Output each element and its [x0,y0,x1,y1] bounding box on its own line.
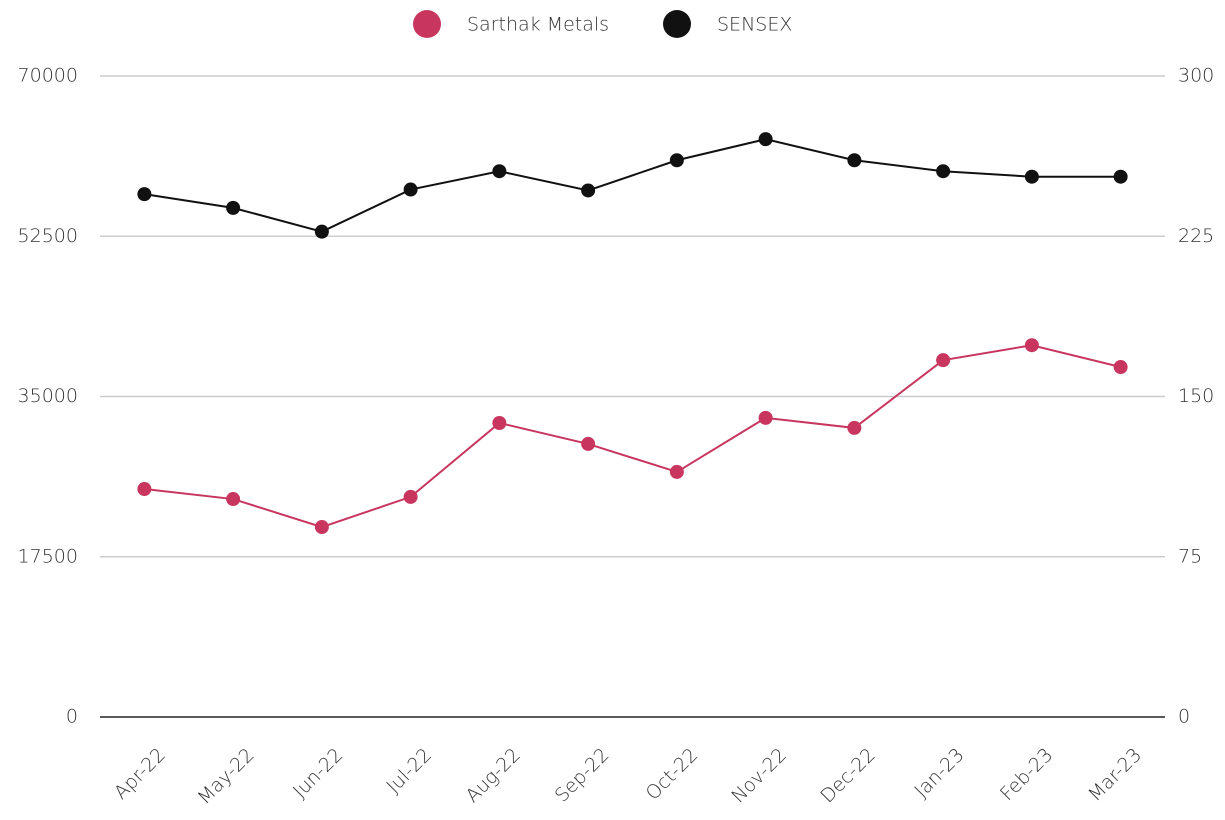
point [226,200,241,215]
point [936,164,951,179]
y-tick-label: 17500 [18,545,78,567]
point [137,482,152,497]
point [847,420,862,435]
x-tick-label: Feb-23 [996,744,1057,805]
point [403,489,418,504]
point [758,410,773,425]
point [669,464,684,479]
x-tick-label: Apr-22 [110,744,170,804]
point [1024,338,1039,353]
x-tick-label: Dec-22 [816,744,880,808]
y-tick-label: 35000 [18,385,78,407]
x-tick-label: Mar-23 [1084,744,1146,806]
point [669,153,684,168]
x-tick-label: Sep-22 [551,744,614,807]
point [314,224,329,239]
point [1024,169,1039,184]
x-tick-label: Nov-22 [727,744,791,808]
y2-tick-label: 150 [1178,385,1214,407]
y2-tick-label: 75 [1178,545,1202,567]
point [403,182,418,197]
legend-marker [663,10,691,38]
x-tick-label: Jul-22 [382,744,436,798]
y2-tick-label: 300 [1178,65,1214,87]
point [314,520,329,535]
point [226,492,241,507]
y-tick-label: 70000 [18,65,78,87]
point [936,353,951,368]
point [581,183,596,198]
y-tick-label: 52500 [18,225,78,247]
point [1113,360,1128,375]
x-tick-label: Jan-23 [910,744,968,802]
x-tick-label: Jun-22 [289,744,348,803]
y-tick-label: 0 [66,706,78,728]
point [758,132,773,147]
series-line [144,344,1121,529]
legend-marker [413,10,441,38]
x-tick-label: May-22 [194,744,259,809]
series-line [144,138,1121,233]
legend-label: SENSEX [717,14,792,36]
x-tick-label: Oct-22 [642,744,703,805]
point [137,187,152,202]
x-tick-label: Aug-22 [462,744,525,807]
point [847,153,862,168]
point [492,415,507,430]
point [1113,169,1128,184]
point [492,164,507,179]
point [581,436,596,451]
legend-label: Sarthak Metals [467,14,609,36]
y2-tick-label: 225 [1178,225,1214,247]
y2-tick-label: 0 [1178,706,1190,728]
